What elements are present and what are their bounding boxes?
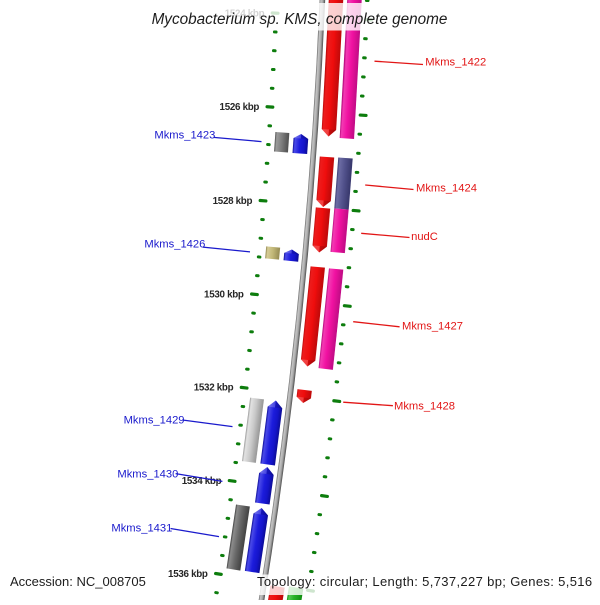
svg-text:Mkms_1429: Mkms_1429 [124, 414, 185, 426]
svg-text:Mkms_1430: Mkms_1430 [117, 468, 178, 480]
svg-text:Accession: NC_008705: Accession: NC_008705 [10, 574, 146, 589]
svg-text:1532 kbp: 1532 kbp [194, 383, 234, 394]
svg-text:1526 kbp: 1526 kbp [220, 102, 260, 113]
svg-text:Mkms_1427: Mkms_1427 [402, 320, 463, 332]
svg-text:1530 kbp: 1530 kbp [204, 289, 244, 300]
svg-text:nudC: nudC [411, 231, 438, 243]
svg-text:Topology: circular; Length: 5,: Topology: circular; Length: 5,737,227 bp… [257, 574, 592, 589]
svg-text:Mkms_1431: Mkms_1431 [111, 522, 172, 534]
svg-text:1528 kbp: 1528 kbp [213, 196, 253, 207]
svg-text:Mkms_1426: Mkms_1426 [144, 238, 205, 250]
svg-text:Mkms_1428: Mkms_1428 [394, 400, 455, 412]
svg-text:Mycobacterium sp. KMS, complet: Mycobacterium sp. KMS, complete genome [152, 11, 448, 28]
svg-text:Mkms_1422: Mkms_1422 [425, 56, 486, 68]
svg-text:Mkms_1423: Mkms_1423 [154, 129, 215, 141]
svg-text:Mkms_1424: Mkms_1424 [416, 182, 477, 194]
svg-text:1536 kbp: 1536 kbp [168, 569, 208, 580]
